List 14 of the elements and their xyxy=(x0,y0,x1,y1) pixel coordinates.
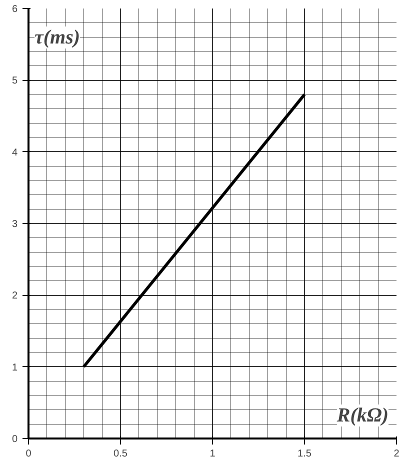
y-tick-label: 1 xyxy=(12,362,18,374)
x-tick-label: 0.5 xyxy=(114,448,128,460)
y-tick-label: 0 xyxy=(12,434,18,445)
x-tick-label: 0 xyxy=(26,448,32,460)
y-tick-label: 5 xyxy=(12,76,18,87)
x-tick-label: 2 xyxy=(394,448,400,460)
y-tick-label: 4 xyxy=(12,147,18,158)
y-tick-label: 6 xyxy=(12,4,18,15)
x-tick-label: 1 xyxy=(210,448,216,460)
y-tick-label: 2 xyxy=(12,290,18,302)
y-axis-title: τ(ms) xyxy=(34,26,80,48)
y-tick-label: 3 xyxy=(12,219,18,230)
x-tick-label: 1.5 xyxy=(298,448,312,460)
x-axis-title: R(kΩ) xyxy=(336,404,389,426)
